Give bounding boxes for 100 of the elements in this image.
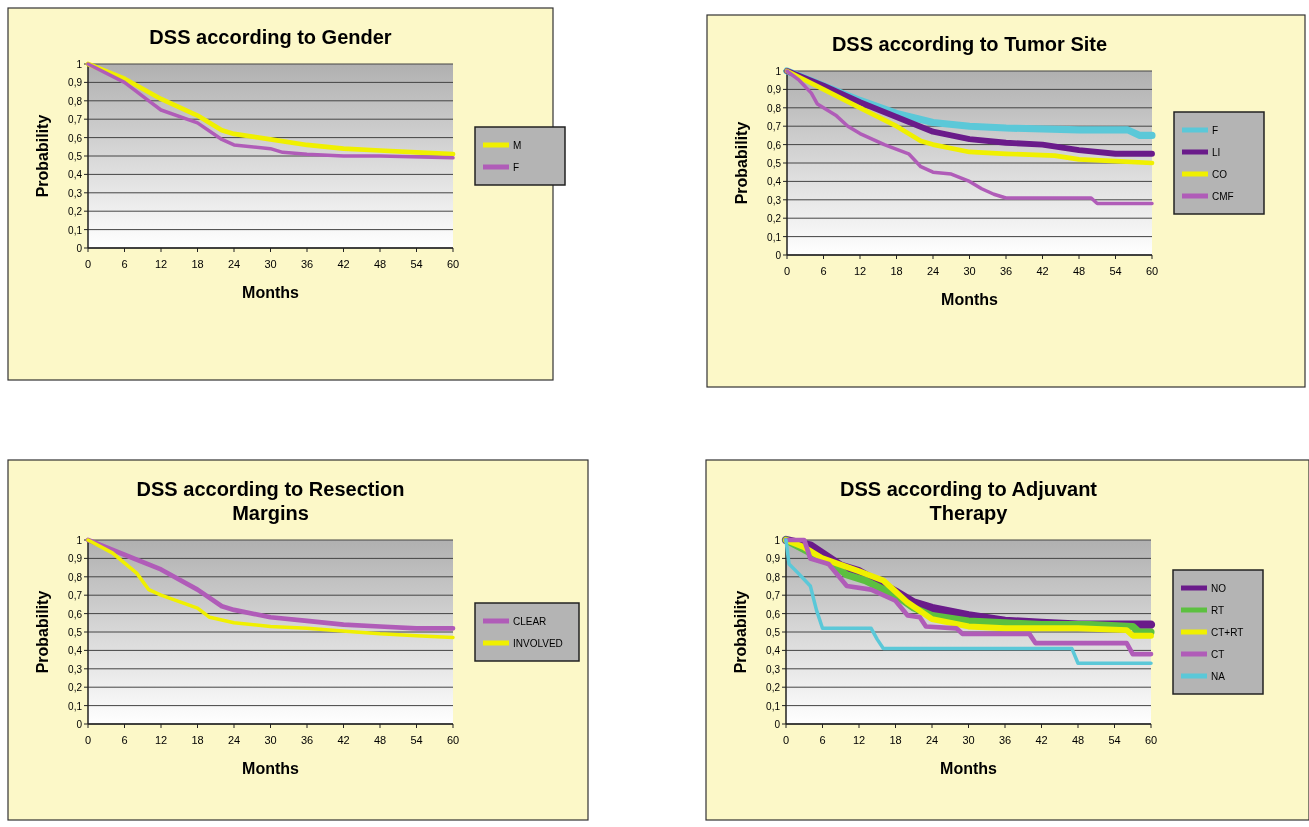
- y-tick-label: 0,6: [767, 139, 782, 151]
- x-tick-label: 30: [963, 265, 976, 277]
- y-tick-label: 0,2: [68, 206, 83, 218]
- x-tick-label: 48: [373, 258, 387, 270]
- y-tick-label: 0,3: [767, 194, 782, 206]
- x-tick-label: 42: [1035, 734, 1048, 746]
- y-tick-label: 0,8: [68, 95, 83, 107]
- x-tick-label: 6: [121, 258, 128, 270]
- y-tick-label: 0,4: [767, 176, 782, 188]
- y-tick-label: 0,8: [767, 102, 782, 114]
- y-tick-label: 0,7: [767, 121, 782, 133]
- chart-title: DSS according to Tumor Site: [831, 33, 1108, 55]
- x-tick-label: 24: [227, 734, 241, 746]
- y-axis-title: Probability: [733, 121, 750, 205]
- chart-title: DSS according to Resection Margins: [136, 478, 405, 524]
- y-tick-label: 0,4: [766, 645, 781, 657]
- y-tick-label: 1: [76, 59, 83, 70]
- x-tick-label: 42: [337, 258, 350, 270]
- x-tick-label: 18: [889, 734, 902, 746]
- y-tick-label: 1: [775, 66, 782, 77]
- x-tick-label: 12: [852, 734, 866, 746]
- legend-label: F: [513, 162, 520, 173]
- x-axis-title: Months: [941, 291, 999, 308]
- y-tick-label: 0,9: [766, 553, 781, 565]
- y-tick-label: 0,1: [766, 700, 781, 712]
- legend-label: F: [1212, 125, 1219, 136]
- x-tick-label: 0: [84, 734, 92, 746]
- x-tick-label: 18: [191, 258, 204, 270]
- y-tick-label: 0,7: [766, 590, 781, 602]
- y-tick-label: 0,1: [68, 700, 83, 712]
- y-tick-label: 0,1: [68, 224, 83, 236]
- y-axis-title: Probability: [34, 590, 51, 674]
- chart-title: DSS according to Adjuvant Therapy: [839, 478, 1098, 524]
- y-tick-label: 1: [774, 535, 781, 546]
- x-tick-label: 60: [1144, 734, 1158, 746]
- legend-label: INVOLVED: [513, 638, 563, 649]
- legend-label: RT: [1211, 605, 1225, 616]
- x-tick-label: 6: [820, 265, 827, 277]
- line-series: [785, 69, 1154, 206]
- legend-label: M: [513, 140, 522, 151]
- y-tick-label: 0: [76, 243, 83, 254]
- x-tick-label: 0: [84, 258, 92, 270]
- y-tick-label: 0,2: [68, 682, 83, 694]
- y-tick-label: 0,5: [68, 151, 83, 162]
- legend-label: CT+RT: [1211, 627, 1244, 638]
- x-tick-label: 36: [999, 265, 1013, 277]
- y-tick-label: 0,9: [68, 553, 83, 565]
- x-tick-label: 24: [926, 265, 940, 277]
- y-tick-label: 0,4: [68, 169, 83, 181]
- y-tick-label: 0,3: [68, 187, 83, 199]
- x-tick-label: 48: [1071, 734, 1085, 746]
- x-tick-label: 48: [1072, 265, 1086, 277]
- x-tick-label: 60: [1145, 265, 1159, 277]
- x-tick-label: 54: [1108, 734, 1121, 746]
- x-tick-label: 60: [446, 734, 460, 746]
- legend-label: CO: [1212, 169, 1228, 180]
- legend-label: LI: [1212, 147, 1221, 158]
- x-tick-label: 54: [1109, 265, 1122, 277]
- y-tick-label: 0,8: [766, 571, 781, 583]
- y-tick-label: 0: [774, 719, 781, 730]
- x-tick-label: 12: [154, 734, 168, 746]
- y-tick-label: 0,8: [68, 571, 83, 583]
- x-tick-label: 42: [1036, 265, 1049, 277]
- x-tick-label: 24: [925, 734, 939, 746]
- y-tick-label: 0,7: [68, 114, 83, 126]
- x-tick-label: 0: [783, 265, 791, 277]
- x-tick-label: 24: [227, 258, 241, 270]
- x-tick-label: 6: [121, 734, 128, 746]
- y-tick-label: 0: [76, 719, 83, 730]
- x-axis-title: Months: [940, 760, 998, 777]
- x-tick-label: 60: [446, 258, 460, 270]
- chart-title: DSS according to Gender: [149, 26, 392, 48]
- x-tick-label: 6: [819, 734, 826, 746]
- legend-label: NA: [1211, 671, 1226, 682]
- y-tick-label: 0,5: [68, 627, 83, 638]
- legend-label: CLEAR: [513, 616, 547, 627]
- x-axis-title: Months: [242, 760, 300, 777]
- x-tick-label: 30: [962, 734, 975, 746]
- x-tick-label: 54: [410, 734, 423, 746]
- y-axis-title: Probability: [732, 590, 749, 674]
- x-tick-label: 18: [191, 734, 204, 746]
- y-tick-label: 0,9: [767, 84, 782, 96]
- x-tick-label: 54: [410, 258, 423, 270]
- y-tick-label: 0,6: [766, 608, 781, 620]
- y-tick-label: 0,3: [68, 663, 83, 675]
- legend-label: CMF: [1212, 191, 1234, 202]
- y-tick-label: 0,6: [68, 132, 83, 144]
- legend-label: CT: [1211, 649, 1225, 660]
- y-tick-label: 0: [775, 250, 782, 261]
- y-tick-label: 0,1: [767, 231, 782, 243]
- y-tick-label: 0,9: [68, 77, 83, 89]
- x-tick-label: 42: [337, 734, 350, 746]
- x-tick-label: 12: [853, 265, 867, 277]
- x-tick-label: 18: [890, 265, 903, 277]
- y-tick-label: 0,2: [767, 213, 782, 225]
- y-tick-label: 0,5: [767, 158, 782, 169]
- y-tick-label: 0,2: [766, 682, 781, 694]
- x-tick-label: 36: [300, 734, 314, 746]
- x-tick-label: 30: [264, 734, 277, 746]
- x-tick-label: 36: [300, 258, 314, 270]
